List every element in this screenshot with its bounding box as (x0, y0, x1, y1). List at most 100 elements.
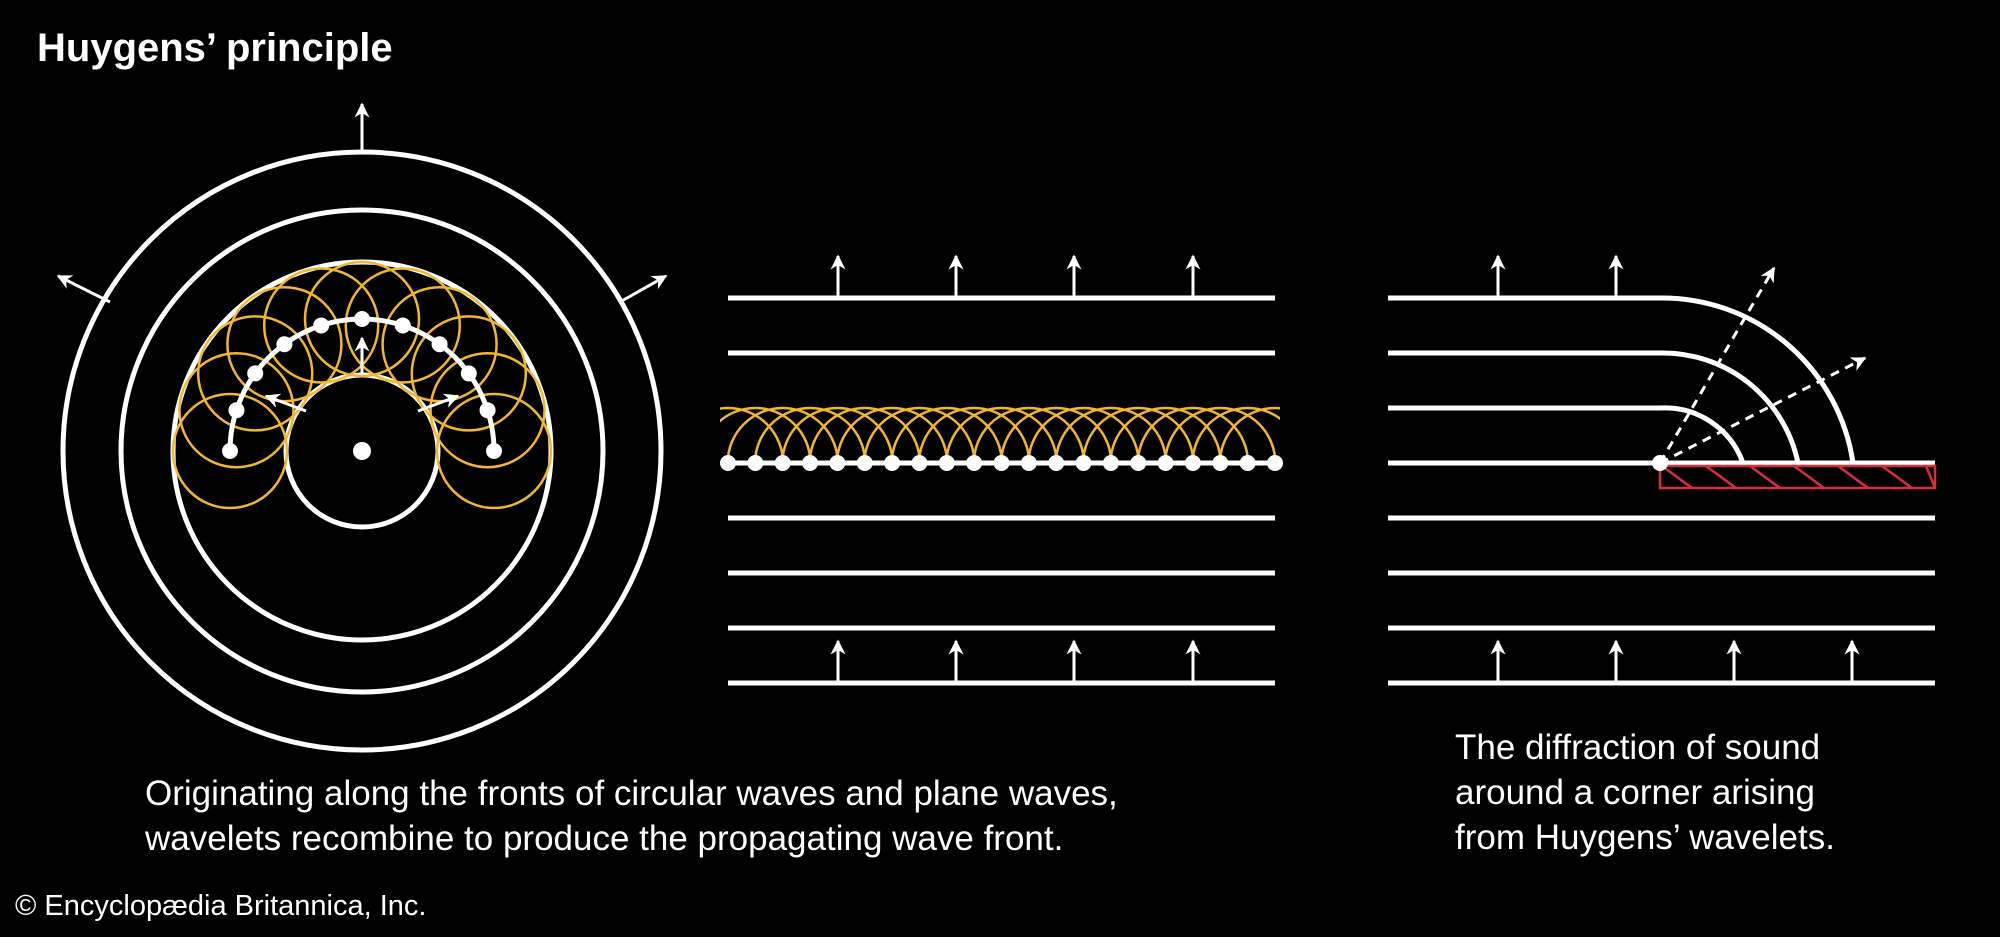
diffraction-straight-arrows (1490, 254, 1860, 681)
wavelet-circle (344, 267, 462, 384)
wavelet-circle (1218, 406, 1280, 462)
wavelet-source-dot (993, 455, 1010, 471)
wavelet-circle (1027, 406, 1140, 462)
wavelet-circle (1082, 406, 1195, 462)
hatch-line (1705, 464, 1737, 490)
wavelet-source-dot (1020, 455, 1037, 471)
wavelet-circle (720, 406, 785, 462)
wavelet-circle (171, 392, 289, 510)
wavelet-source-dot (247, 365, 264, 382)
wavelet-circle (435, 392, 553, 510)
dashed-ray-steep-icon (1658, 266, 1776, 464)
circular-wavelets (171, 260, 553, 510)
wavelet-sources (222, 311, 502, 459)
wavelet-circle (720, 406, 812, 462)
wavelet-source-dot (911, 455, 928, 471)
wavelet-circle (835, 406, 949, 462)
barrier (1658, 464, 1937, 490)
wavefront-ring-3 (118, 207, 606, 695)
wavelet-circle (972, 406, 1086, 462)
hatch-line (1749, 464, 1781, 490)
wavelet-circle (303, 260, 421, 378)
wavelet-circle (1164, 406, 1277, 462)
wavelet-circle (890, 406, 1004, 462)
wavelet-circle (999, 406, 1113, 462)
caption-line: The diffraction of sound (1455, 728, 1821, 767)
wavelet-circle (410, 315, 528, 432)
wavelet-source-dot (222, 443, 238, 459)
wavelet-circle (1109, 406, 1222, 462)
wavelet-source-dot (774, 455, 791, 471)
copyright-credit: © Encyclopædia Britannica, Inc. (15, 890, 427, 922)
wavelet-source-dot (1212, 455, 1229, 471)
hatch-line (1793, 464, 1825, 490)
dashed-ray-shallow-icon (1659, 356, 1867, 465)
caption-line: around a corner arising (1455, 773, 1815, 812)
wavelet-source-dot (1130, 455, 1147, 471)
arrow-inner-right-icon (417, 393, 460, 413)
barrier-outline (1658, 464, 1937, 490)
plane-wavelets (720, 406, 1280, 462)
wavelet-source-dot (1239, 455, 1256, 471)
wavelet-circle (753, 406, 867, 462)
wavelet-source-dot (1184, 455, 1201, 471)
plane-wavelet-sources (720, 455, 1283, 471)
wavelet-source-dot (394, 317, 411, 334)
wavelet-circle (1054, 406, 1168, 462)
wavelet-source-dot (228, 402, 245, 419)
wavelet-source-dot (1267, 455, 1283, 471)
diffraction-wavefront-bent (1388, 350, 1801, 464)
caption-line: from Huygens’ wavelets. (1455, 818, 1835, 857)
wavelet-circle (1136, 406, 1250, 462)
wavelet-source-dot (431, 336, 448, 353)
caption-diffraction: The diffraction of sound around a corner… (1455, 725, 1835, 860)
wavelet-source-dot (486, 443, 502, 459)
wavelet-circle (726, 406, 839, 462)
circular-arrows (56, 102, 668, 413)
wavelet-source-dot (1048, 455, 1065, 471)
wavelet-circle (262, 267, 380, 384)
wavelet-circle (178, 351, 295, 469)
hatch-line (1881, 464, 1913, 490)
wavelet-source-dot (354, 311, 370, 327)
diagram-title: Huygens’ principle (37, 26, 393, 70)
wavelet-circle (808, 406, 921, 462)
hatch-line (1837, 464, 1869, 490)
wavelet-source-dot (938, 455, 955, 471)
hatch-line (1924, 465, 1937, 489)
wavelet-source-dot (856, 455, 873, 471)
wavelet-circle (917, 406, 1031, 462)
caption-line: Originating along the fronts of circular… (145, 774, 1118, 813)
wavelet-source-dot (829, 455, 846, 471)
wavelet-source-dot (884, 455, 901, 471)
wavelet-source-dot (276, 336, 293, 353)
wavelet-source-dot (313, 317, 330, 334)
wavelet-source-dot (747, 455, 764, 471)
wavelet-circle (1191, 406, 1280, 462)
hatch-line (1661, 464, 1693, 490)
arrow-inner-left-icon (264, 393, 307, 413)
diffraction-panel (1388, 295, 1935, 686)
wavelet-source-dot (802, 455, 819, 471)
plane-wave-panel (728, 295, 1275, 686)
wavelet-circle (945, 406, 1058, 462)
arrow-upright-icon (619, 274, 668, 304)
diffraction-wavefront-bent (1388, 405, 1746, 464)
wavelet-circle (863, 406, 976, 462)
wavelet-source-dot (720, 455, 736, 471)
plane-arrows (830, 254, 1201, 681)
wavelet-source-dot (1157, 455, 1174, 471)
diffraction-wavefront-bent (1388, 295, 1856, 464)
wavelet-source-dot (1075, 455, 1092, 471)
wavelet-source-dot (966, 455, 983, 471)
wavelet-source-dot (460, 365, 477, 382)
wavelet-source-dot (1102, 455, 1119, 471)
wavelet-circle (226, 285, 343, 403)
caption-wave-fronts: Originating along the fronts of circular… (145, 771, 1118, 861)
diffraction-arrows (1658, 266, 1867, 465)
wavelet-circle (381, 285, 498, 403)
wavelet-circle (429, 351, 546, 469)
wavelet-circle (781, 406, 894, 462)
wavelet-circle (196, 315, 314, 432)
